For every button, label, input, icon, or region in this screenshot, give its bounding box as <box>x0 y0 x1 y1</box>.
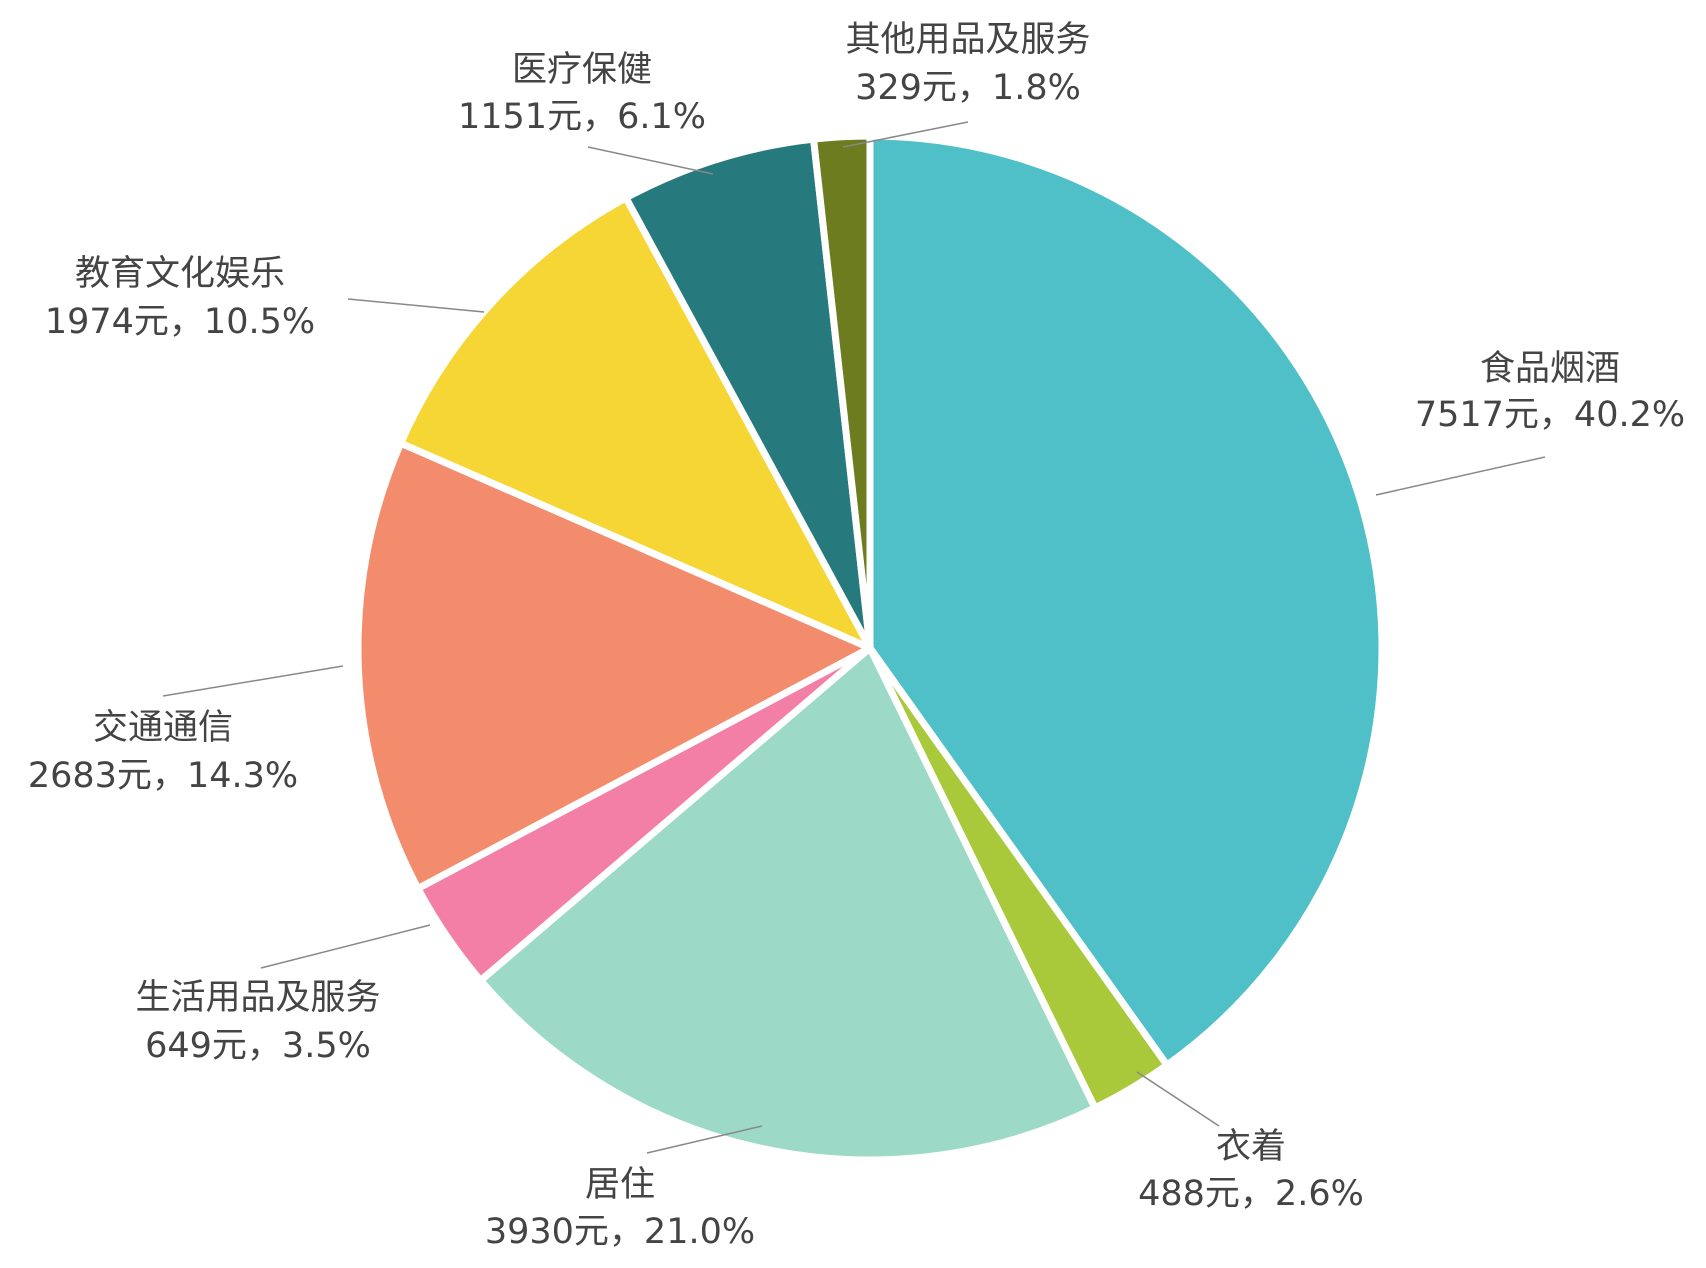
value-label: 649元，3.5% <box>145 1026 371 1066</box>
leader-line <box>646 1125 763 1154</box>
slice-label: 生活用品及服务 <box>135 978 380 1018</box>
value-label: 488元，2.6% <box>1138 1174 1364 1214</box>
value-label: 1151元，6.1% <box>458 97 706 137</box>
value-label: 3930元，21.0% <box>485 1212 755 1252</box>
pie-slice <box>477 644 1099 1164</box>
pie-slice <box>354 439 874 892</box>
value-label: 1974元，10.5% <box>45 302 315 342</box>
leader-line <box>347 298 485 313</box>
slice-label: 交通通信 <box>93 708 233 748</box>
pie-slice <box>622 135 874 652</box>
slice-label: 医疗保健 <box>512 50 652 90</box>
slice-label: 食品烟酒 <box>1480 349 1620 389</box>
leader-line <box>587 146 714 175</box>
leader-line <box>260 924 431 969</box>
slice-label: 居住 <box>585 1165 655 1205</box>
leader-line <box>1136 1071 1220 1127</box>
slice-label: 其他用品及服务 <box>845 20 1090 60</box>
value-label: 329元，1.8% <box>855 68 1081 108</box>
slice-label: 衣着 <box>1216 1127 1286 1167</box>
leader-line <box>1375 456 1546 496</box>
leader-line <box>842 121 969 148</box>
slice-label: 教育文化娱乐 <box>75 254 285 294</box>
value-label: 7517元，40.2% <box>1415 395 1685 435</box>
pie-slice <box>397 194 874 652</box>
pie-slice <box>810 132 874 652</box>
pie-slice <box>866 132 1386 1069</box>
leader-line <box>162 665 344 697</box>
value-label: 2683元，14.3% <box>28 756 298 796</box>
